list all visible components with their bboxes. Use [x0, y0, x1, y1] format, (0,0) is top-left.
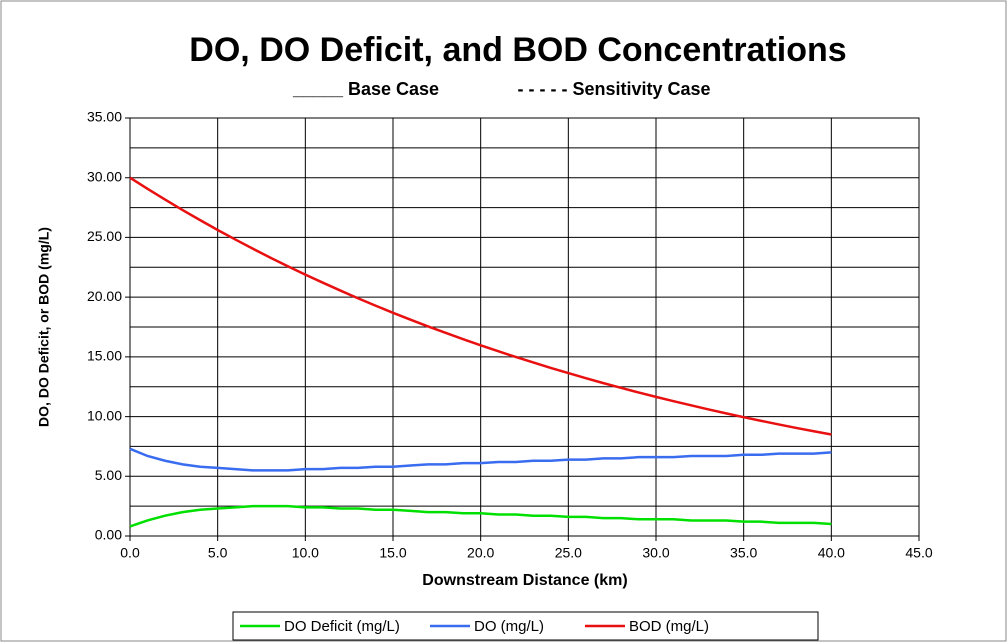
legend-label: DO Deficit (mg/L): [284, 618, 400, 635]
x-tick-label: 0.0: [120, 545, 140, 561]
y-tick-label: 30.00: [87, 168, 122, 184]
legend-label: DO (mg/L): [474, 618, 544, 635]
x-tick-label: 10.0: [292, 545, 319, 561]
y-tick-label: 10.00: [87, 407, 122, 423]
x-tick-label: 15.0: [379, 545, 406, 561]
data-line: [129, 504, 832, 528]
legend-box: [232, 611, 819, 641]
x-tick-label: 25.0: [555, 545, 582, 561]
y-tick-label: 20.00: [87, 288, 122, 304]
subtitle: _____ Base Case: [292, 79, 439, 99]
x-tick-label: 30.0: [642, 545, 669, 561]
x-tick-label: 45.0: [905, 545, 932, 561]
y-tick-label: 15.00: [87, 348, 122, 364]
x-tick-label: 20.0: [467, 545, 494, 561]
x-tick-label: 35.0: [730, 545, 757, 561]
y-tick-label: 5.00: [95, 467, 122, 483]
data-line: [129, 176, 832, 436]
x-tick-label: 5.0: [208, 545, 228, 561]
y-tick-label: 35.00: [87, 109, 122, 125]
y-tick-label: 25.00: [87, 228, 122, 244]
data-line: [129, 447, 832, 472]
plot-area: [129, 117, 920, 537]
x-tick-label: 40.0: [818, 545, 845, 561]
legend-label: BOD (mg/L): [629, 618, 709, 635]
subtitle: - - - - - Sensitivity Case: [517, 79, 710, 99]
chart-title: DO, DO Deficit, and BOD Concentrations: [189, 31, 846, 69]
x-axis-label: Downstream Distance (km): [422, 572, 627, 589]
y-axis-label: DO, DO Deficit, or BOD (mg/L): [36, 227, 52, 427]
y-tick-label: 0.00: [95, 527, 122, 543]
